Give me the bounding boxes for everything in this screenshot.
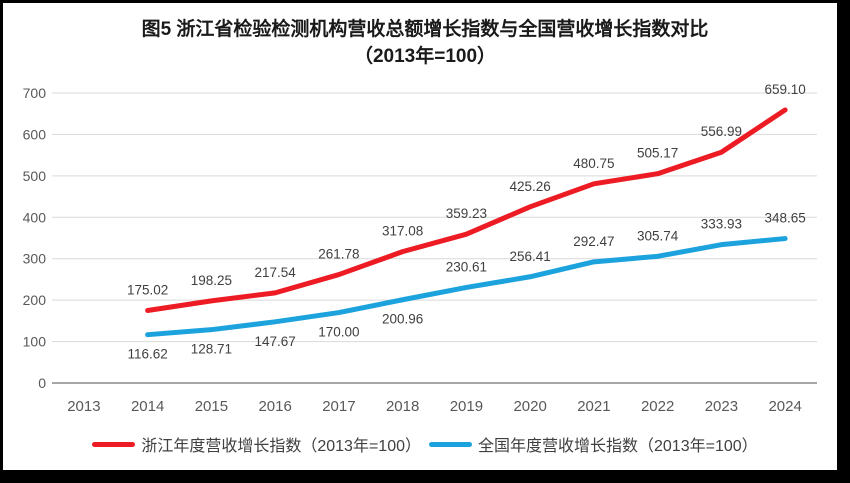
- data-label: 305.74: [637, 228, 679, 243]
- y-tick-label: 600: [23, 126, 47, 142]
- data-label: 480.75: [573, 156, 614, 171]
- x-tick-label: 2022: [641, 398, 674, 415]
- x-tick-label: 2016: [258, 398, 291, 415]
- y-tick-label: 100: [23, 334, 47, 350]
- x-tick-label: 2021: [577, 398, 610, 415]
- legend-label-national: 全国年度营收增长指数（2013年=100）: [478, 438, 758, 455]
- x-tick-label: 2015: [195, 398, 228, 415]
- frame-border-bottom: [0, 470, 850, 483]
- data-label: 198.25: [191, 273, 232, 288]
- data-label: 147.67: [254, 334, 295, 349]
- zhejiang-series-line: [145, 107, 788, 313]
- y-tick-label: 200: [23, 292, 47, 308]
- chart-legend: 浙江年度营收增长指数（2013年=100） 全国年度营收增长指数（2013年=1…: [0, 432, 850, 456]
- data-label: 261.78: [318, 247, 359, 262]
- x-tick-label: 2014: [131, 398, 164, 415]
- zhejiang-line-swatch: [92, 441, 136, 447]
- x-tick-label: 2018: [386, 398, 419, 415]
- legend-item-zhejiang: 浙江年度营收增长指数（2013年=100）: [92, 432, 421, 456]
- x-tick-label: 2017: [322, 398, 355, 415]
- national-series-line: [145, 236, 788, 338]
- data-label: 659.10: [764, 82, 805, 97]
- data-label: 425.26: [509, 179, 550, 194]
- data-label: 333.93: [701, 217, 742, 232]
- chart-title-line2: （2013年=100）: [353, 46, 497, 67]
- y-tick-label: 500: [23, 168, 47, 184]
- data-label: 175.02: [127, 282, 168, 297]
- data-label: 170.00: [318, 325, 359, 340]
- y-tick-label: 0: [38, 375, 46, 391]
- x-tick-label: 2013: [67, 398, 100, 415]
- x-tick-label: 2019: [450, 398, 483, 415]
- y-tick-label: 400: [23, 209, 47, 225]
- data-label: 317.08: [382, 224, 423, 239]
- y-tick-label: 300: [23, 251, 47, 267]
- legend-label-zhejiang: 浙江年度营收增长指数（2013年=100）: [141, 438, 421, 455]
- data-label: 359.23: [446, 206, 487, 221]
- frame-border-left: [0, 0, 3, 483]
- x-tick-label: 2020: [513, 398, 546, 415]
- chart-title-line1: 图5 浙江省检验检测机构营收总额增长指数与全国营收增长指数对比: [141, 19, 709, 40]
- legend-item-national: 全国年度营收增长指数（2013年=100）: [429, 432, 758, 456]
- frame-border-right: [837, 0, 850, 483]
- data-label: 348.65: [764, 211, 805, 226]
- data-label: 505.17: [637, 146, 678, 161]
- data-label: 556.99: [701, 124, 742, 139]
- x-tick-label: 2024: [768, 398, 801, 415]
- data-label: 256.41: [509, 249, 550, 264]
- data-label: 200.96: [382, 312, 423, 327]
- data-label: 128.71: [191, 342, 232, 357]
- data-label: 230.61: [446, 259, 487, 274]
- x-tick-label: 2023: [705, 398, 738, 415]
- frame-border-top: [0, 0, 850, 3]
- data-label: 217.54: [254, 265, 296, 280]
- data-label: 292.47: [573, 234, 614, 249]
- y-tick-label: 700: [23, 85, 47, 101]
- data-label: 116.62: [127, 347, 167, 362]
- chart-title: 图5 浙江省检验检测机构营收总额增长指数与全国营收增长指数对比 （2013年=1…: [0, 16, 850, 70]
- national-line-swatch: [429, 441, 472, 447]
